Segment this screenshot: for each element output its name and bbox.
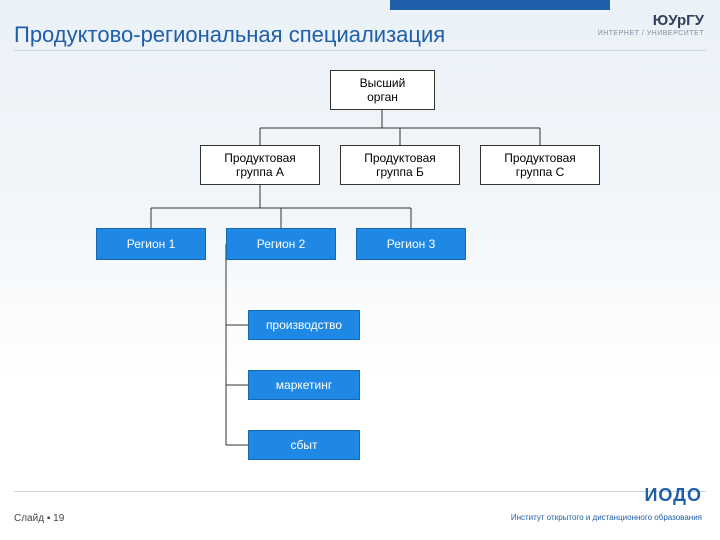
node-pgC: Продуктоваягруппа С xyxy=(480,145,600,185)
footer-text: Институт открытого и дистанционного обра… xyxy=(511,513,702,522)
node-top: Высшийорган xyxy=(330,70,435,110)
header-bar xyxy=(0,0,720,18)
slide-number: Слайд ▪ 19 xyxy=(14,513,64,524)
node-pgA: Продуктоваягруппа А xyxy=(200,145,320,185)
node-sales: сбыт xyxy=(248,430,360,460)
node-r1: Регион 1 xyxy=(96,228,206,260)
node-pgB: Продуктоваягруппа Б xyxy=(340,145,460,185)
header-rule xyxy=(14,50,706,51)
node-r3: Регион 3 xyxy=(356,228,466,260)
node-prod: производство xyxy=(248,310,360,340)
page-title: Продуктово-региональная специализация xyxy=(14,22,445,48)
header-accent xyxy=(390,0,610,10)
footer-rule xyxy=(14,491,706,492)
brand-sub: ИНТЕРНЕТ / УНИВЕРСИТЕТ xyxy=(598,30,704,37)
node-r2: Регион 2 xyxy=(226,228,336,260)
brand-name: ЮУрГУ xyxy=(653,12,704,29)
slide: Продуктово-региональная специализация ЮУ… xyxy=(0,0,720,540)
footer-logo: ИОДО xyxy=(644,485,702,506)
node-mkt: маркетинг xyxy=(248,370,360,400)
